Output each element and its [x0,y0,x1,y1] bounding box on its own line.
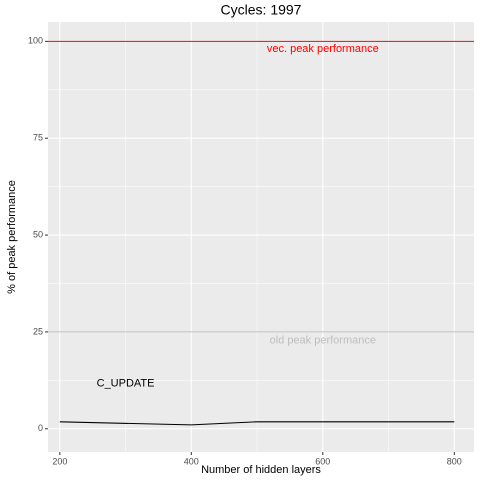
annotation: C_UPDATE [97,378,155,390]
y-tick-label: 100 [28,36,43,46]
x-tick-label: 200 [52,456,67,466]
x-tick-label: 600 [315,456,330,466]
y-tick-label: 0 [38,423,43,433]
y-tick-label: 25 [33,326,43,336]
x-tick-label: 400 [184,456,199,466]
chart-title: Cycles: 1997 [221,2,302,18]
line [59,421,455,426]
x-tick-label: 800 [447,456,462,466]
y-axis-label: % of peak performance [6,180,18,294]
x-axis-label: Number of hidden layers [201,464,321,476]
reference-label: old peak performance [270,335,376,347]
y-tick-label: 75 [33,133,43,143]
y-tick-label: 50 [33,229,43,239]
reference-label: vec. peak performance [267,43,379,55]
